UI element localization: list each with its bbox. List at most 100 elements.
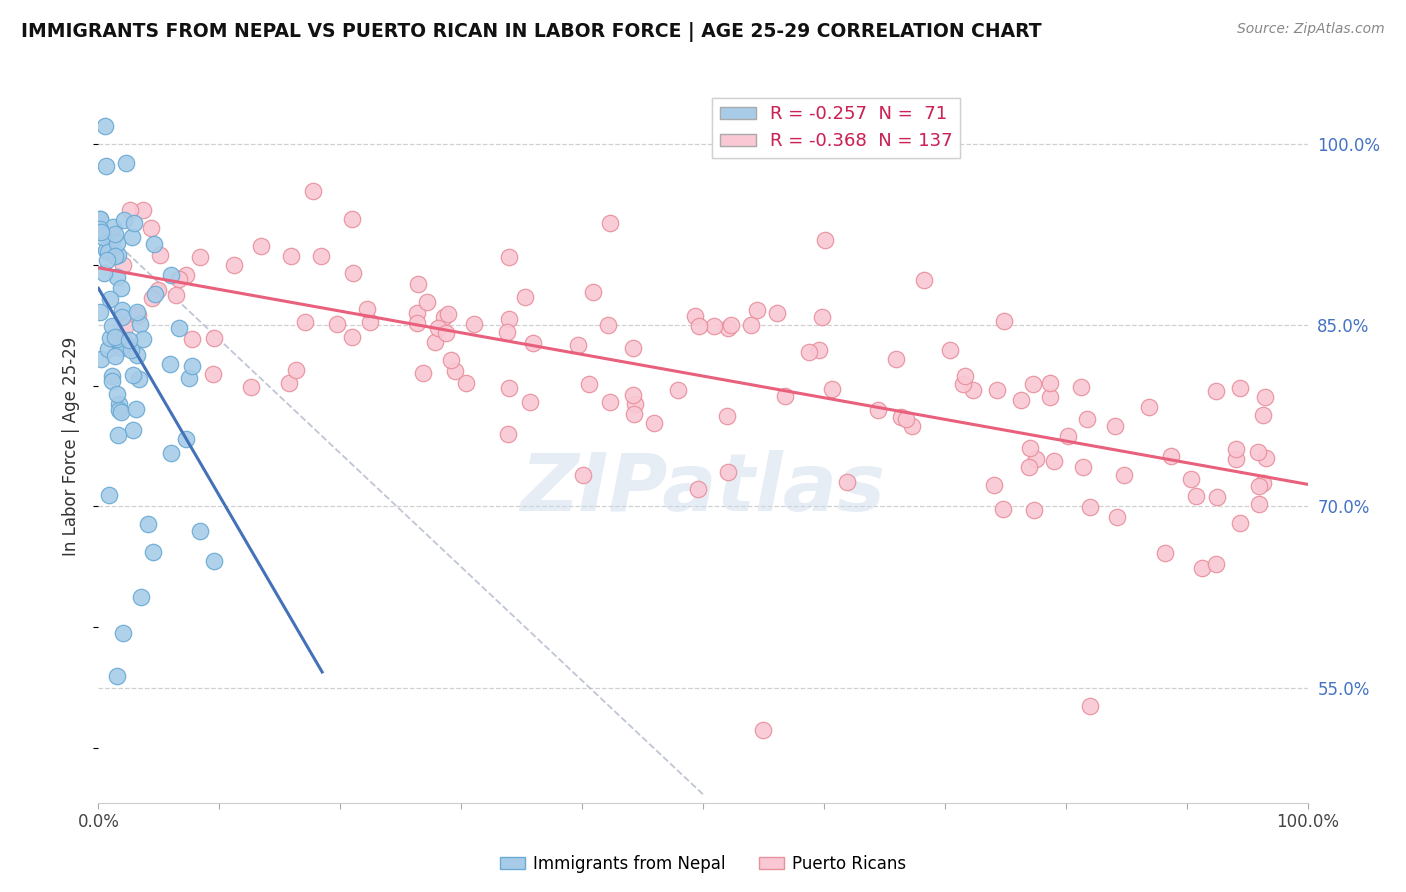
Point xyxy=(188,250,211,264)
Point xyxy=(90,225,112,239)
Point xyxy=(94,120,117,134)
Point xyxy=(1205,557,1227,571)
Point xyxy=(105,235,128,250)
Point xyxy=(1206,491,1229,505)
Point xyxy=(740,318,762,332)
Point xyxy=(716,409,738,423)
Point xyxy=(1010,392,1032,407)
Point xyxy=(129,590,152,604)
Point xyxy=(112,259,135,273)
Point xyxy=(1205,384,1227,398)
Point xyxy=(599,216,621,230)
Point xyxy=(962,384,984,398)
Point xyxy=(519,395,541,409)
Point xyxy=(993,314,1015,328)
Point xyxy=(1078,699,1101,714)
Point xyxy=(342,266,364,280)
Point xyxy=(111,303,134,318)
Point xyxy=(105,270,128,285)
Point xyxy=(896,412,918,426)
Point xyxy=(340,330,363,344)
Point xyxy=(1022,376,1045,391)
Point xyxy=(1251,408,1274,422)
Point xyxy=(136,516,159,531)
Point xyxy=(174,432,197,446)
Point xyxy=(201,367,224,381)
Point xyxy=(666,383,689,397)
Point xyxy=(433,310,456,325)
Point xyxy=(440,352,463,367)
Point xyxy=(97,245,120,260)
Point xyxy=(952,376,974,391)
Point xyxy=(1185,489,1208,503)
Point xyxy=(1071,460,1094,475)
Point xyxy=(202,554,225,568)
Point xyxy=(114,320,136,334)
Point xyxy=(884,352,907,367)
Point xyxy=(567,338,589,352)
Point xyxy=(115,337,138,351)
Point xyxy=(1025,452,1047,467)
Point xyxy=(436,326,458,340)
Point xyxy=(912,273,935,287)
Point xyxy=(110,405,132,419)
Point xyxy=(107,332,129,346)
Point xyxy=(280,249,302,263)
Point xyxy=(105,669,128,683)
Point xyxy=(623,407,645,421)
Point xyxy=(522,335,544,350)
Point xyxy=(405,316,427,330)
Point xyxy=(121,230,143,244)
Point xyxy=(159,357,181,371)
Point xyxy=(101,319,124,334)
Point xyxy=(96,253,118,268)
Point xyxy=(108,403,131,417)
Point xyxy=(240,380,263,394)
Point xyxy=(766,306,789,320)
Point xyxy=(107,248,129,262)
Point xyxy=(302,184,325,198)
Point xyxy=(118,333,141,347)
Point xyxy=(122,368,145,383)
Point xyxy=(621,388,644,402)
Point xyxy=(1039,376,1062,390)
Point xyxy=(1024,503,1046,517)
Point xyxy=(901,419,924,434)
Point xyxy=(141,221,163,235)
Point xyxy=(204,331,226,345)
Point xyxy=(359,315,381,329)
Point xyxy=(108,335,131,350)
Point xyxy=(498,381,520,395)
Point xyxy=(688,318,710,333)
Point xyxy=(101,220,124,235)
Point xyxy=(572,467,595,482)
Point xyxy=(114,156,136,170)
Point xyxy=(821,382,844,396)
Point xyxy=(1229,381,1251,395)
Point xyxy=(146,283,169,297)
Point xyxy=(745,302,768,317)
Point xyxy=(104,349,127,363)
Point xyxy=(1104,419,1126,434)
Text: Source: ZipAtlas.com: Source: ZipAtlas.com xyxy=(1237,22,1385,37)
Point xyxy=(96,159,118,173)
Point xyxy=(1070,380,1092,394)
Point xyxy=(498,312,520,326)
Point xyxy=(1191,561,1213,575)
Point xyxy=(101,230,124,244)
Point xyxy=(127,348,149,362)
Point xyxy=(1107,509,1129,524)
Point xyxy=(983,477,1005,491)
Point xyxy=(160,268,183,282)
Point xyxy=(496,427,519,442)
Point xyxy=(775,389,797,403)
Point xyxy=(643,417,665,431)
Point xyxy=(145,287,167,301)
Point xyxy=(1229,516,1251,530)
Point xyxy=(1078,500,1101,514)
Point xyxy=(141,291,163,305)
Point xyxy=(167,272,190,286)
Point xyxy=(1253,476,1275,491)
Point xyxy=(131,332,153,346)
Point xyxy=(1247,445,1270,459)
